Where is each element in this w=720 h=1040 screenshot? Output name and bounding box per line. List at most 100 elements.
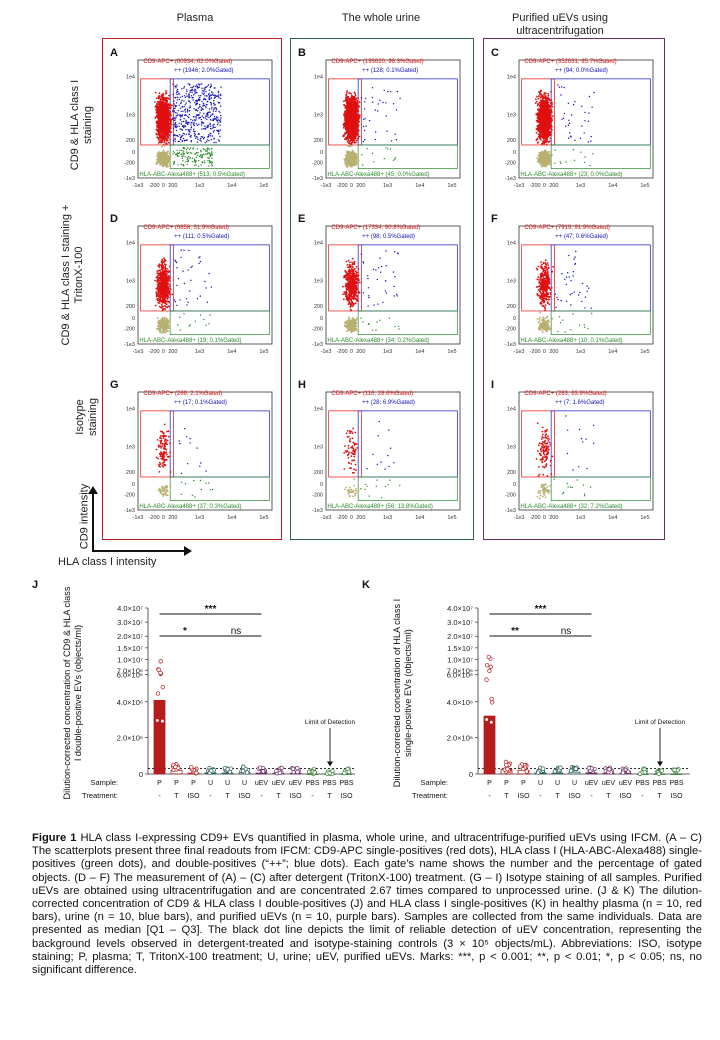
y-tick-label: -200 <box>505 493 516 499</box>
x-tick-label: 0 <box>162 349 165 355</box>
x-tick-label: 1e4 <box>608 183 617 189</box>
sample-row-label: Sample: <box>90 778 118 787</box>
double-positive-gate-label: ++ (17; 0.1%Gated) <box>174 400 227 406</box>
hla-gate <box>550 476 651 501</box>
sample-label: uEV <box>272 780 286 787</box>
sample-row-label: Sample: <box>420 778 448 787</box>
y-tick-label: 2.0×10⁶ <box>447 733 473 742</box>
caption-title: Figure 1 <box>32 832 77 844</box>
x-tick-label: -200 <box>149 183 160 189</box>
sample-label: U <box>538 780 543 787</box>
x-tick-label: -1e3 <box>132 515 143 521</box>
significance-label: ns <box>561 626 572 637</box>
sample-label: P <box>504 780 509 787</box>
treatment-label: - <box>158 793 161 800</box>
y-tick-label: 0 <box>139 770 143 779</box>
x-tick-label: 1e5 <box>447 183 456 189</box>
data-points <box>239 764 250 775</box>
y-tick-label: -200 <box>312 327 323 333</box>
treatment-label: - <box>260 793 263 800</box>
plot-frame <box>325 391 461 511</box>
data-points <box>603 765 615 775</box>
sample-label: U <box>572 780 577 787</box>
chart-j: J Dilution-corrected concentration of CD9… <box>32 579 355 800</box>
x-tick-label: -1e3 <box>513 183 524 189</box>
y-tick-label: 1e3 <box>507 278 516 284</box>
cd9-gate <box>328 244 362 312</box>
sample-label: U <box>208 780 213 787</box>
x-tick-label: -1e3 <box>132 183 143 189</box>
x-tick-label: 200 <box>356 349 365 355</box>
treatment-label: ISO <box>619 793 632 800</box>
y-tick-label: 1e3 <box>126 278 135 284</box>
x-tick-label: 0 <box>162 183 165 189</box>
y-tick-label: 3.0×10⁷ <box>447 618 473 627</box>
hla-gate <box>357 310 458 335</box>
hla-gate <box>550 144 651 169</box>
data-points <box>342 766 352 776</box>
x-tick-label: 1e5 <box>259 349 268 355</box>
data-points <box>189 765 199 776</box>
y-tick-label: -1e3 <box>312 508 323 514</box>
right-arrow-icon <box>184 546 192 556</box>
sample-label: PBS <box>305 780 319 787</box>
cd9-gate-label: CD9-APC+ (193620; 96.3%Gated) <box>331 59 423 65</box>
cd9-gate <box>521 410 555 478</box>
hla-gate-label: HLA-ABC-Alexa488+ (19; 0.1%Gated) <box>139 338 241 344</box>
double-positive-gate-label: ++ (28; 6.9%Gated) <box>362 400 415 406</box>
treatment-label: T <box>276 793 281 800</box>
double-positive-gate <box>357 244 458 312</box>
treatment-label: ISO <box>670 793 683 800</box>
treatment-label: T <box>657 793 662 800</box>
hla-gate-label: HLA-ABC-Alexa488+ (56; 13.8%Gated) <box>327 504 433 510</box>
x-tick-label: 1e4 <box>227 349 236 355</box>
plot-frame <box>137 59 273 179</box>
x-tick-label: -200 <box>149 349 160 355</box>
x-tick-label: 0 <box>350 183 353 189</box>
y-tick-label: 1e4 <box>507 407 516 413</box>
sample-label: U <box>555 780 560 787</box>
cd9-gate <box>521 78 555 146</box>
x-tick-label: -200 <box>530 349 541 355</box>
y-tick-label: 6.0×10⁶ <box>117 670 143 679</box>
treatment-label: - <box>209 793 212 800</box>
sample-label: uEV <box>602 780 616 787</box>
sample-label: PBS <box>322 780 336 787</box>
lod-label: Limit of Detection <box>635 719 686 726</box>
y-tick-label: 2.0×10⁷ <box>447 632 473 641</box>
y-tick-label: -200 <box>312 493 323 499</box>
y-tick-label: 1.0×10⁷ <box>117 655 143 664</box>
hla-gate-label: HLA-ABC-Alexa488+ (513; 0.5%Gated) <box>139 172 245 178</box>
x-tick-label: 1e5 <box>259 183 268 189</box>
y-tick-label: -1e3 <box>312 342 323 348</box>
plot-frame <box>325 225 461 345</box>
significance-label: * <box>183 626 187 637</box>
sample-label: U <box>225 780 230 787</box>
down-arrow-icon <box>327 761 333 767</box>
treatment-label: ISO <box>238 793 251 800</box>
treatment-label: ISO <box>187 793 200 800</box>
treatment-label: T <box>327 793 332 800</box>
y-tick-label: 4.0×10⁶ <box>447 698 473 707</box>
row-label-triton: CD9 & HLA class I staining + TritonX-100 <box>60 204 85 346</box>
cd9-gate <box>140 78 174 146</box>
y-tick-label: -1e3 <box>505 176 516 182</box>
y-tick-label: 3.0×10⁷ <box>117 618 143 627</box>
x-tick-label: 1e5 <box>640 183 649 189</box>
treatment-label: - <box>539 793 542 800</box>
event-dots <box>342 87 401 169</box>
y-tick-label: 200 <box>126 138 135 144</box>
plot-frame <box>518 59 654 179</box>
y-tick-label: 1e4 <box>126 75 135 81</box>
cd9-gate <box>328 410 362 478</box>
y-tick-label: -1e3 <box>312 176 323 182</box>
panel-letter: C <box>491 47 499 59</box>
x-tick-label: 200 <box>549 183 558 189</box>
treatment-row-label: Treatment: <box>412 791 448 800</box>
y-tick-label: 0 <box>320 482 323 488</box>
